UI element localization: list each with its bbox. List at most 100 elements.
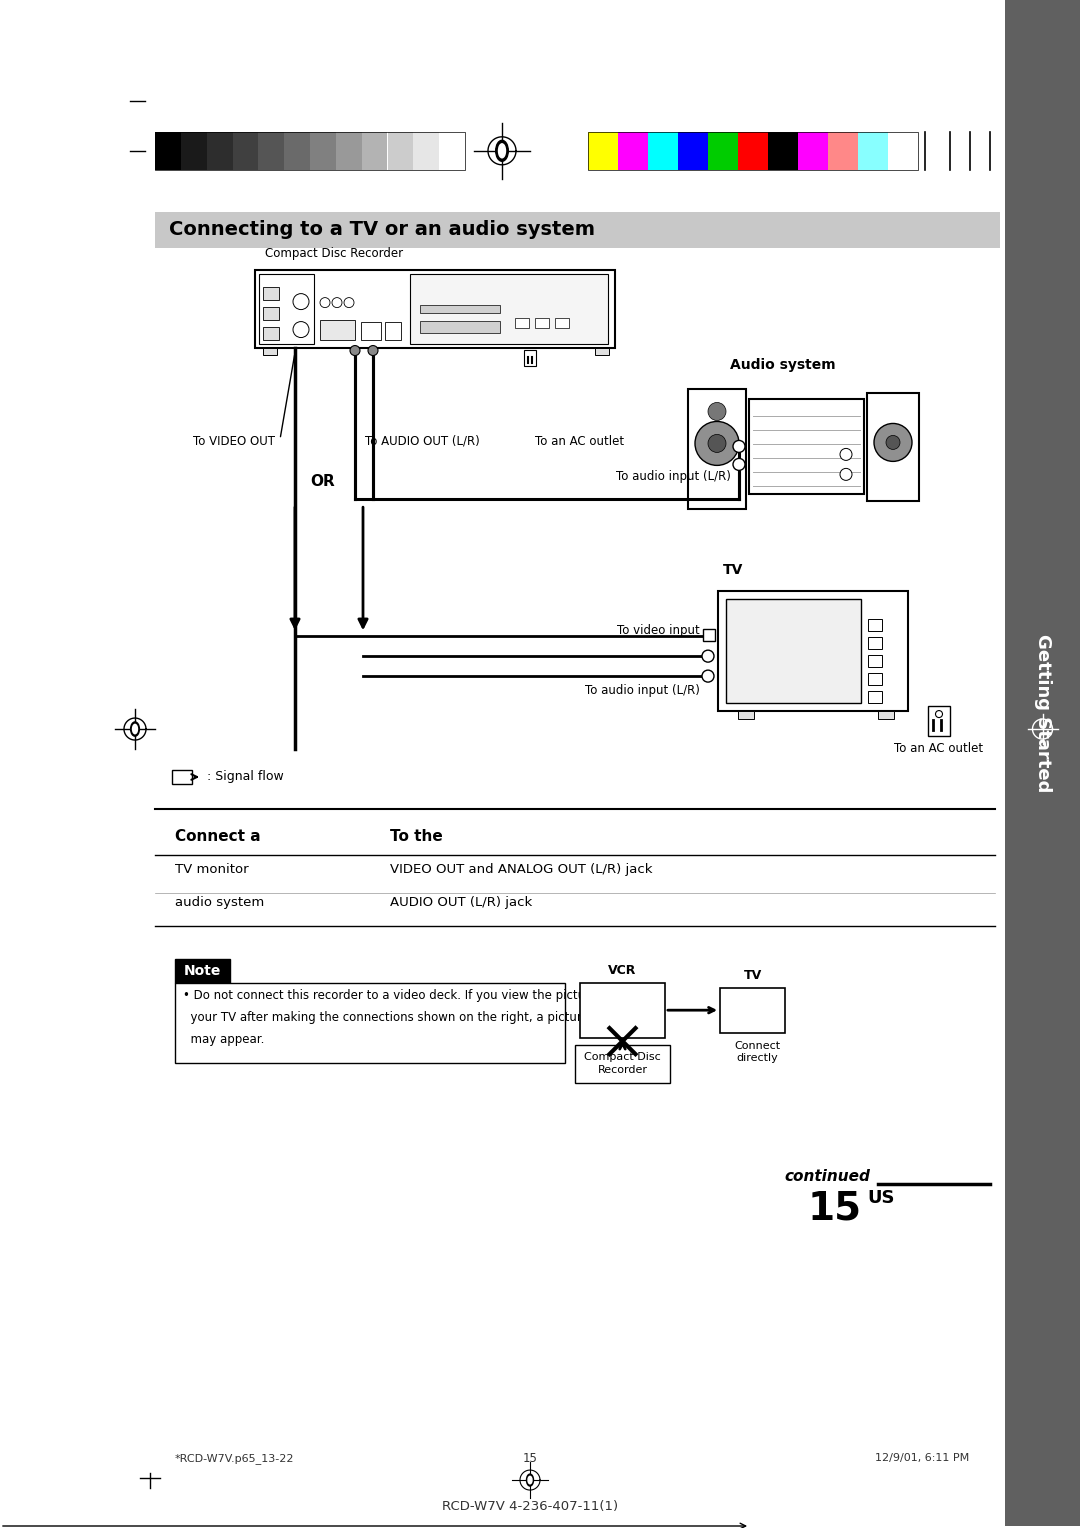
- Bar: [414, 131, 440, 170]
- Bar: [440, 131, 465, 170]
- Ellipse shape: [496, 141, 509, 162]
- Circle shape: [350, 345, 360, 356]
- Circle shape: [320, 298, 330, 307]
- Text: : Signal flow: : Signal flow: [207, 770, 284, 784]
- Circle shape: [345, 298, 354, 307]
- Bar: [868, 619, 882, 631]
- Bar: [888, 131, 918, 170]
- Text: audio system: audio system: [175, 895, 265, 909]
- Bar: [720, 987, 785, 1033]
- Bar: [420, 304, 500, 313]
- Text: Audio system: Audio system: [730, 358, 836, 371]
- Text: TV: TV: [723, 564, 743, 578]
- Bar: [420, 321, 500, 333]
- Bar: [703, 630, 715, 642]
- Text: Connecting to a TV or an audio system: Connecting to a TV or an audio system: [168, 220, 595, 240]
- Bar: [750, 399, 864, 495]
- Bar: [362, 131, 388, 170]
- Bar: [828, 131, 858, 170]
- Bar: [264, 347, 276, 354]
- Bar: [258, 131, 284, 170]
- Text: To an AC outlet: To an AC outlet: [894, 743, 984, 755]
- Bar: [618, 131, 648, 170]
- Bar: [264, 287, 279, 299]
- Bar: [678, 131, 708, 170]
- Bar: [648, 131, 678, 170]
- Bar: [156, 212, 1000, 248]
- Bar: [1005, 0, 1080, 1526]
- Bar: [726, 599, 861, 703]
- Bar: [232, 131, 258, 170]
- Circle shape: [702, 671, 714, 681]
- Bar: [410, 274, 608, 344]
- Text: 15: 15: [808, 1189, 862, 1227]
- Bar: [868, 656, 882, 668]
- Bar: [264, 327, 279, 339]
- Circle shape: [368, 345, 378, 356]
- Bar: [156, 131, 180, 170]
- Circle shape: [874, 423, 912, 461]
- Bar: [361, 321, 381, 339]
- Ellipse shape: [133, 724, 137, 733]
- Ellipse shape: [528, 1476, 532, 1484]
- Text: US: US: [867, 1189, 894, 1207]
- Bar: [868, 674, 882, 685]
- Text: To AUDIO OUT (L/R): To AUDIO OUT (L/R): [365, 435, 480, 448]
- Text: Connect a: Connect a: [175, 828, 260, 843]
- Text: RCD-W7V 4-236-407-11(1): RCD-W7V 4-236-407-11(1): [442, 1499, 618, 1513]
- Text: To audio input (L/R): To audio input (L/R): [616, 471, 731, 483]
- Bar: [718, 591, 908, 711]
- Text: Compact Disc
Recorder: Compact Disc Recorder: [584, 1053, 661, 1074]
- Ellipse shape: [131, 721, 139, 736]
- Text: • Do not connect this recorder to a video deck. If you view the pictures on: • Do not connect this recorder to a vide…: [183, 989, 622, 1002]
- Bar: [588, 131, 618, 170]
- Text: VCR: VCR: [608, 964, 637, 976]
- Bar: [688, 390, 746, 509]
- Text: your TV after making the connections shown on the right, a picture noise: your TV after making the connections sho…: [183, 1010, 624, 1024]
- Circle shape: [733, 458, 745, 471]
- Bar: [156, 131, 465, 170]
- Text: may appear.: may appear.: [183, 1033, 265, 1045]
- Circle shape: [886, 435, 900, 449]
- Text: Connect
directly: Connect directly: [734, 1041, 781, 1063]
- Circle shape: [733, 440, 745, 452]
- Circle shape: [840, 469, 852, 480]
- Bar: [264, 307, 279, 319]
- Text: continued: continued: [784, 1169, 870, 1184]
- Bar: [524, 350, 536, 365]
- Circle shape: [708, 402, 726, 420]
- Bar: [798, 131, 828, 170]
- Text: *RCD-W7V.p65_13-22: *RCD-W7V.p65_13-22: [175, 1453, 295, 1464]
- Ellipse shape: [527, 1475, 534, 1487]
- Text: To VIDEO OUT: To VIDEO OUT: [193, 435, 275, 448]
- Ellipse shape: [499, 144, 505, 157]
- Bar: [310, 131, 336, 170]
- Bar: [580, 983, 665, 1038]
- Bar: [172, 770, 192, 784]
- Bar: [388, 131, 414, 170]
- Bar: [259, 274, 314, 344]
- Circle shape: [332, 298, 342, 307]
- Bar: [175, 983, 565, 1062]
- Text: Getting Started: Getting Started: [1034, 634, 1052, 792]
- Bar: [284, 131, 310, 170]
- Bar: [588, 131, 918, 170]
- Bar: [738, 131, 768, 170]
- Bar: [206, 131, 232, 170]
- Bar: [928, 706, 950, 736]
- Circle shape: [840, 448, 852, 460]
- Bar: [858, 131, 888, 170]
- Text: To an AC outlet: To an AC outlet: [535, 435, 624, 448]
- Circle shape: [293, 321, 309, 338]
- Text: TV monitor: TV monitor: [175, 863, 248, 876]
- Text: To video input: To video input: [618, 623, 700, 637]
- Bar: [708, 131, 738, 170]
- Bar: [868, 637, 882, 649]
- Bar: [535, 318, 549, 327]
- Bar: [180, 131, 206, 170]
- Bar: [555, 318, 569, 327]
- Bar: [878, 711, 894, 720]
- Bar: [336, 131, 362, 170]
- Text: Compact Disc Recorder: Compact Disc Recorder: [265, 246, 403, 260]
- Circle shape: [708, 434, 726, 452]
